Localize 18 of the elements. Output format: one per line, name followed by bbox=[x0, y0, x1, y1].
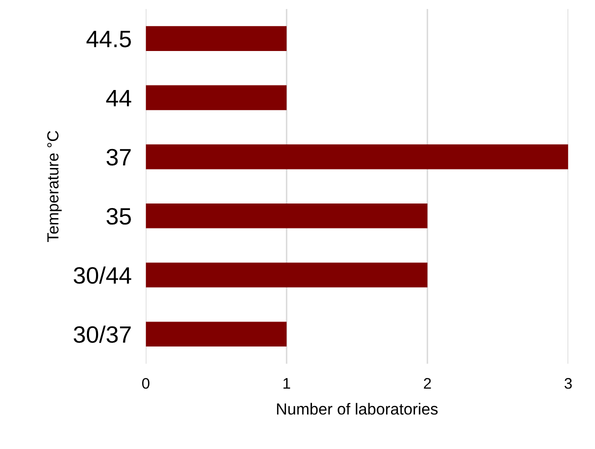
x-tick-label: 2 bbox=[424, 378, 431, 389]
bar bbox=[146, 262, 428, 288]
y-tick-label: 44.5 bbox=[86, 30, 131, 48]
y-tick-label: 37 bbox=[106, 148, 131, 166]
bar bbox=[146, 203, 428, 228]
bar bbox=[146, 26, 287, 51]
y-tick-label: 30/37 bbox=[74, 326, 131, 343]
x-axis-title: Number of laboratories bbox=[277, 402, 438, 415]
y-tick-label: 35 bbox=[106, 208, 131, 225]
y-axis-title: Temperature °C bbox=[47, 130, 62, 242]
bar bbox=[146, 322, 287, 347]
x-tick-label: 3 bbox=[564, 378, 572, 389]
bar bbox=[146, 85, 287, 110]
bar bbox=[146, 144, 568, 170]
x-tick-label: 1 bbox=[284, 378, 290, 389]
x-tick-label: 0 bbox=[142, 378, 150, 389]
y-tick-label: 44 bbox=[106, 90, 132, 106]
y-tick-label: 30/44 bbox=[74, 266, 132, 284]
